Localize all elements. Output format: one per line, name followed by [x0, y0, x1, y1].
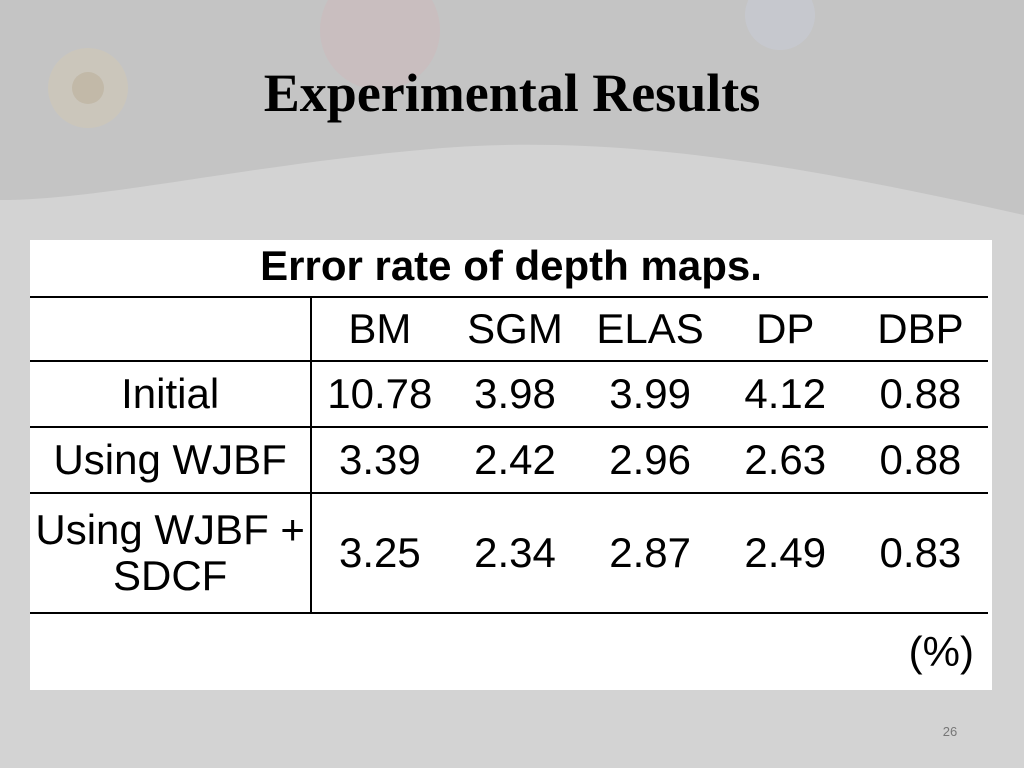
cell: 0.88 [879, 370, 962, 417]
unit-note: (%) [908, 627, 974, 675]
cell: 2.63 [744, 436, 827, 483]
cell: 2.42 [474, 436, 556, 483]
table-caption: Error rate of depth maps. [260, 242, 762, 289]
results-table: BM SGM ELAS DP DBP Initial 10.78 3.98 3.… [30, 296, 988, 689]
cell: 2.34 [474, 529, 556, 576]
column-header: ELAS [596, 305, 704, 352]
column-header: SGM [467, 305, 563, 352]
page-number: 26 [942, 724, 958, 739]
row-label: Using WJBF + SDCF [30, 493, 313, 613]
cell: 2.87 [609, 529, 691, 576]
cell: 0.83 [879, 529, 962, 576]
cell: 3.98 [474, 370, 556, 417]
cell: 3.25 [338, 529, 421, 576]
data-row: Initial 10.78 3.98 3.99 4.12 0.88 [30, 361, 988, 427]
row-label: Using WJBF [30, 427, 313, 493]
column-header: BM [348, 305, 412, 352]
data-row: Using WJBF + SDCF 3.25 2.34 2.87 2.49 0.… [30, 493, 988, 613]
cell: 4.12 [744, 370, 827, 417]
corner-cell [30, 297, 313, 361]
column-header: DBP [877, 305, 964, 352]
header-decoration [0, 0, 1024, 215]
table-panel: Error rate of depth maps. BM SGM ELAS DP… [30, 240, 992, 690]
column-header: DP [756, 305, 815, 352]
cell: 0.88 [879, 436, 962, 483]
cell: 3.99 [609, 370, 691, 417]
header-row: BM SGM ELAS DP DBP [30, 297, 988, 361]
cell: 10.78 [327, 370, 433, 417]
row-label: Initial [30, 361, 313, 427]
cell: 3.39 [338, 436, 421, 483]
unit-row: (%) [30, 613, 988, 689]
cell: 2.96 [609, 436, 691, 483]
cell: 2.49 [744, 529, 827, 576]
slide-title: Experimental Results [263, 63, 761, 123]
data-row: Using WJBF 3.39 2.42 2.96 2.63 0.88 [30, 427, 988, 493]
